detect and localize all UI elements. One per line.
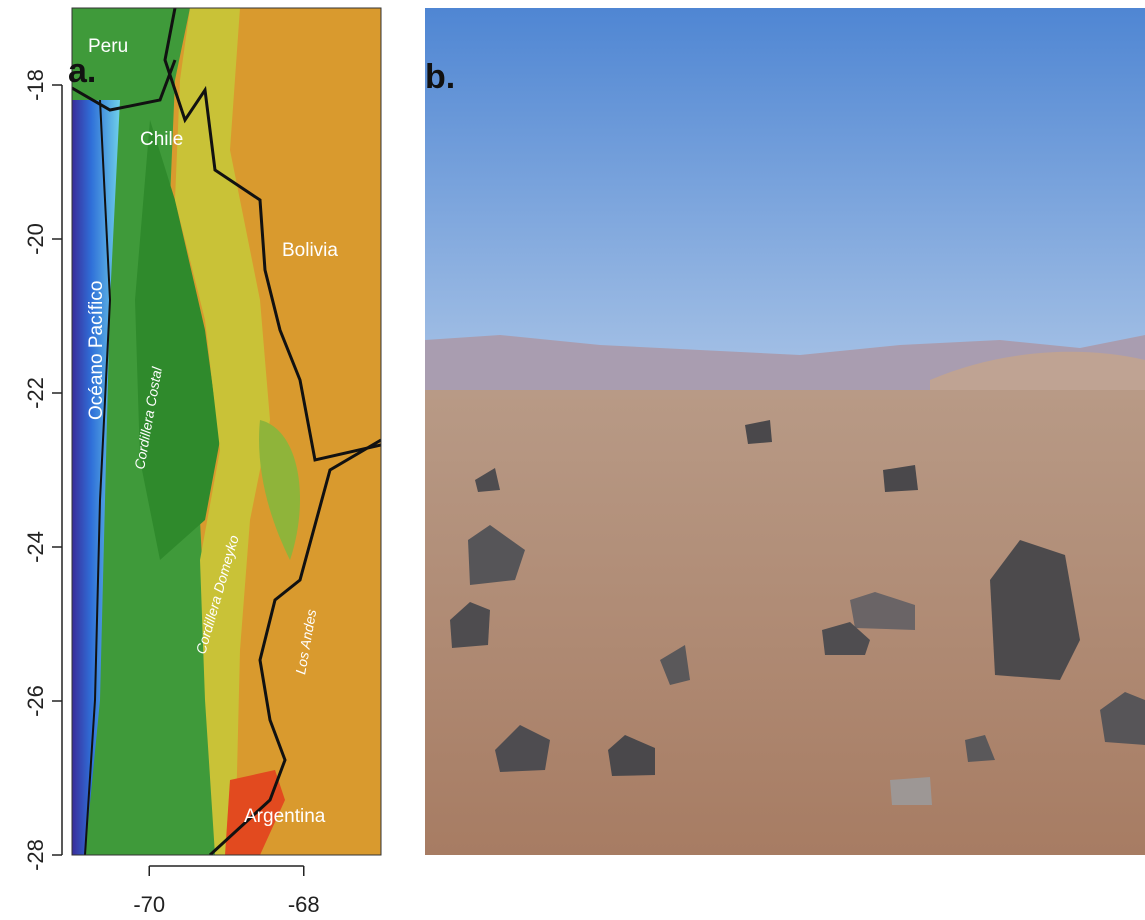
y-tick-label: -26 xyxy=(23,685,48,717)
y-tick-label: -18 xyxy=(23,69,48,101)
place-label: Bolivia xyxy=(282,240,338,261)
topographic-map xyxy=(72,8,381,855)
panel-label: b. xyxy=(425,58,455,96)
desert-photo xyxy=(425,8,1145,855)
x-tick-label: -70 xyxy=(133,892,165,917)
place-label: Chile xyxy=(140,129,183,150)
panel-label: a. xyxy=(68,52,96,90)
y-tick-label: -22 xyxy=(23,377,48,409)
map-frame xyxy=(71,7,382,856)
y-tick-label: -24 xyxy=(23,531,48,563)
y-tick-label: -28 xyxy=(23,839,48,871)
place-label: Océano Pacífico xyxy=(86,281,107,420)
x-tick-label: -68 xyxy=(288,892,320,917)
place-label: Argentina xyxy=(244,806,326,827)
place-label: Peru xyxy=(88,36,128,57)
y-tick-label: -20 xyxy=(23,223,48,255)
